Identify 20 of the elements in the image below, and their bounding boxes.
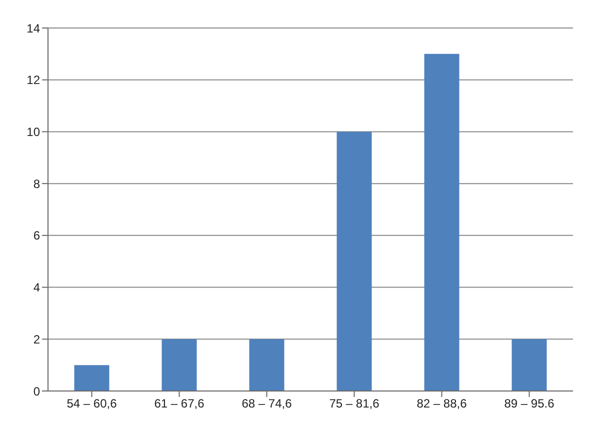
x-tick-label: 54 – 60,6 [66,396,118,411]
x-tick-label: 82 – 88,6 [416,396,468,411]
y-tick-label: 6 [33,228,40,243]
x-tick-label: 61 – 67,6 [154,396,205,411]
bar [424,54,460,391]
y-tick-label: 14 [26,21,40,36]
bar [512,339,547,391]
y-tick-label: 12 [26,73,40,88]
y-tick-label: 10 [26,124,40,139]
y-tick-label: 8 [33,176,40,191]
y-tick-label: 0 [33,384,40,398]
y-tick-label: 4 [33,280,40,295]
y-tick-label: 2 [33,332,40,346]
bar [249,339,284,391]
bar [74,365,110,391]
bar [162,339,197,391]
x-tick-label: 75 – 81,6 [329,396,380,411]
x-tick-label: 89 – 95.6 [504,396,555,411]
bar [336,132,372,391]
x-tick-label: 68 – 74,6 [242,396,292,411]
